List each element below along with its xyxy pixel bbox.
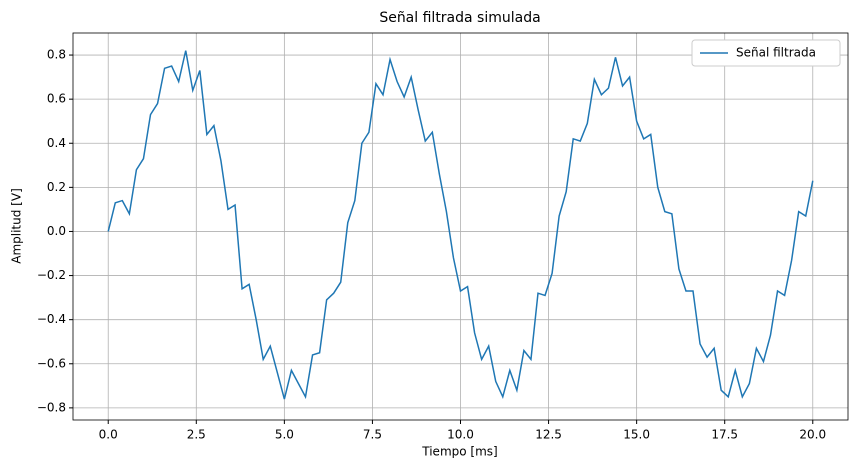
y-tick-label: −0.6 (37, 356, 66, 370)
chart-title: Señal filtrada simulada (379, 10, 540, 26)
x-tick-label: 20.0 (799, 428, 826, 442)
x-tick-label: 10.0 (447, 428, 474, 442)
y-tick-label: −0.2 (37, 268, 66, 282)
y-tick-label: 0.6 (47, 92, 66, 106)
legend-label: Señal filtrada (736, 46, 816, 60)
y-tick-label: 0.4 (47, 136, 66, 150)
x-tick-label: 15.0 (623, 428, 650, 442)
data-line (107, 50, 814, 400)
y-axis-label: Amplitud [V] (10, 188, 24, 264)
legend-box (691, 39, 841, 67)
y-tick-label: 0.0 (47, 224, 66, 238)
x-axis-label: Tiempo [ms] (421, 445, 497, 459)
y-tick-label: 0.8 (47, 48, 66, 62)
y-tick-label: 0.2 (47, 180, 66, 194)
legend: Señal filtrada (691, 39, 841, 67)
plot-frame (72, 32, 849, 421)
y-tick-label: −0.8 (37, 400, 66, 414)
x-tick-label: 17.5 (711, 428, 738, 442)
x-tick-label: 0.0 (99, 428, 118, 442)
y-tick-label: −0.4 (37, 312, 66, 326)
x-tick-label: 12.5 (535, 428, 562, 442)
x-tick-label: 5.0 (275, 428, 294, 442)
x-tick-label: 7.5 (363, 428, 382, 442)
x-tick-label: 2.5 (187, 428, 206, 442)
